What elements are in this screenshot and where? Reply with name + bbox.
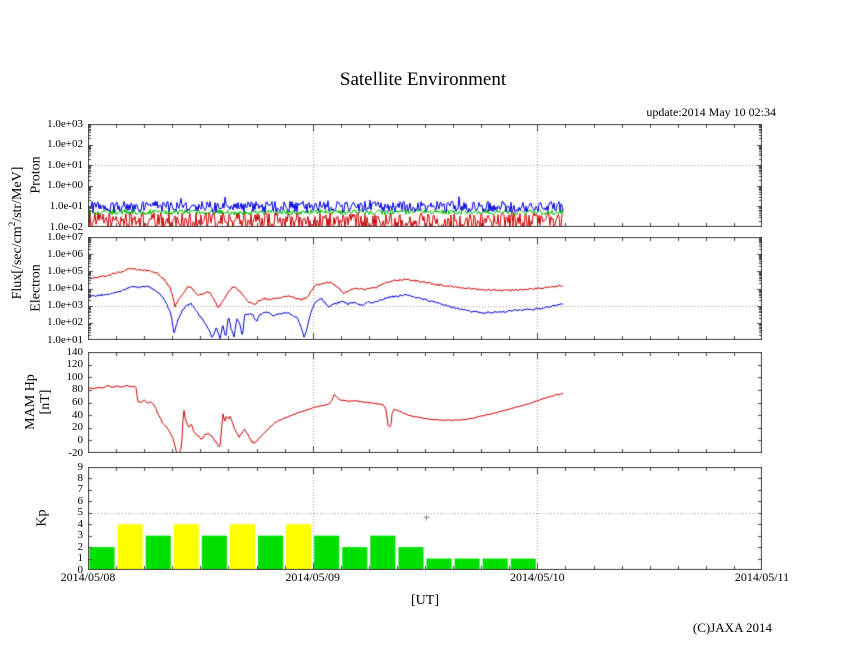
y-tick-label: 1.0e+01 xyxy=(47,158,83,171)
electron-flux-plot xyxy=(88,237,762,340)
y-tick-label: 1.0e+04 xyxy=(47,282,83,294)
mam-hp-plot xyxy=(88,352,762,453)
y-tick-label: 100 xyxy=(66,370,84,383)
y-tick-label: 20 xyxy=(72,421,83,434)
update-timestamp: update:2014 May 10 02:34 xyxy=(646,105,776,119)
x-tick-label: 2014/05/11 xyxy=(734,570,790,584)
y-tick-label: 1 xyxy=(77,552,84,565)
y-tick-label: 1.0e-01 xyxy=(49,199,83,212)
y-tick-label: 1.0e+05 xyxy=(47,264,83,277)
y-tick-label: 9 xyxy=(77,460,84,473)
y-tick-label: 60 xyxy=(72,396,83,408)
y-tick-label: 3 xyxy=(77,529,84,542)
y-tick-label: 1.0e+03 xyxy=(47,299,83,312)
y-tick-label: 140 xyxy=(66,345,84,358)
y-tick-label: 40 xyxy=(72,408,83,421)
y-tick-label: 6 xyxy=(77,494,84,507)
y-tick-label: 7 xyxy=(77,483,84,496)
y-tick-label: 0 xyxy=(77,433,84,446)
y-tick-label: 4 xyxy=(77,517,84,530)
x-tick-label: 2014/05/10 xyxy=(509,570,565,584)
y-tick-label: 1.0e+00 xyxy=(47,179,83,192)
y-tick-label: 80 xyxy=(72,383,83,396)
y-tick-label: 120 xyxy=(66,358,84,371)
y-tick-label: 1.0e-02 xyxy=(49,220,83,233)
y-tick-label: 1.0e+07 xyxy=(47,230,83,243)
y-tick-label: 1.0e+03 xyxy=(47,117,83,130)
y-tick-label: 1.0e+01 xyxy=(47,333,83,346)
kp-index-plot xyxy=(88,467,762,570)
y-tick-label: 1.0e+02 xyxy=(47,316,83,329)
x-tick-label: 2014/05/08 xyxy=(60,570,116,584)
x-axis-unit-label: [UT] xyxy=(411,593,439,608)
y-tick-label: 1.0e+02 xyxy=(47,138,83,151)
flux-axis-label-post: /str/MeV] xyxy=(9,166,25,222)
y-tick-label: 8 xyxy=(77,471,84,484)
y-tick-label: 5 xyxy=(77,506,84,519)
proton-flux-plot xyxy=(88,124,762,227)
copyright-label: (C)JAXA 2014 xyxy=(692,620,772,635)
y-tick-label: 1.0e+06 xyxy=(47,247,83,260)
y-tick-label: 0 xyxy=(77,563,84,576)
y-tick-label: -20 xyxy=(68,446,83,459)
page-title: Satellite Environment xyxy=(339,69,507,90)
x-tick-label: 2014/05/09 xyxy=(285,570,340,584)
y-tick-label: 2 xyxy=(77,540,84,553)
